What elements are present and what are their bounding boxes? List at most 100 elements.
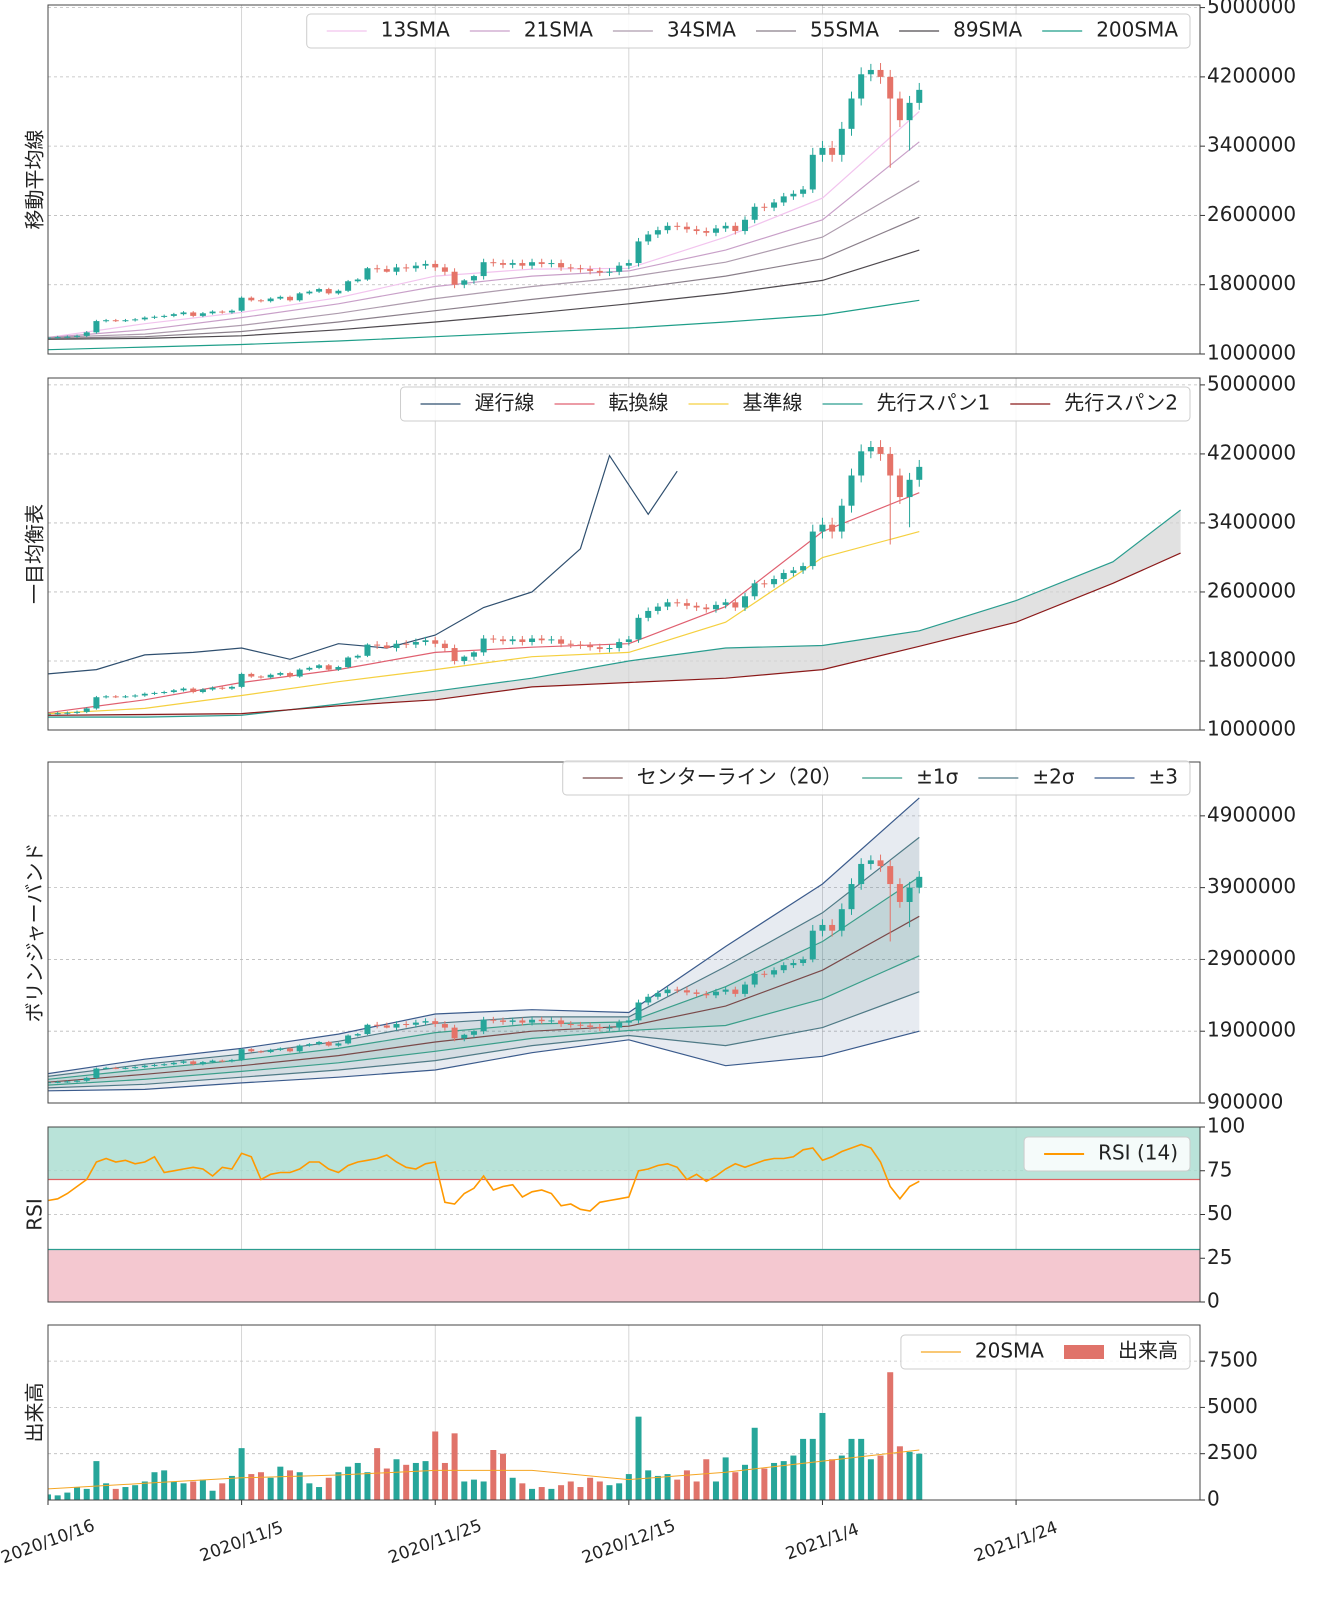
candle-body <box>858 451 865 476</box>
candle-body <box>335 290 342 294</box>
candle-body <box>693 605 700 608</box>
candle-body <box>412 265 419 269</box>
candle-body <box>422 640 429 642</box>
candle-body <box>722 225 729 229</box>
candle-body <box>393 267 400 272</box>
y-tick-label: 5000000 <box>1207 0 1296 18</box>
plot-area <box>48 440 1181 718</box>
candle-body <box>625 639 632 642</box>
legend-label: RSI (14) <box>1098 1141 1178 1165</box>
candle-body <box>170 314 177 316</box>
candle-body <box>790 193 797 197</box>
volume-bar <box>790 1455 797 1500</box>
candle-body <box>577 268 584 270</box>
candle-body <box>858 863 865 885</box>
x-tick-label: 2021/1/4 <box>783 1520 862 1565</box>
candle-body <box>93 1068 100 1078</box>
candle-body <box>548 1020 555 1022</box>
candle-body <box>432 1021 439 1025</box>
candle-body <box>606 271 613 273</box>
candle-body <box>432 263 439 268</box>
candle-body <box>751 206 758 220</box>
candle-body <box>335 667 342 670</box>
candle-body <box>771 579 778 585</box>
volume-bar <box>490 1450 497 1500</box>
candle-body <box>209 1060 216 1063</box>
sma-line <box>48 216 920 339</box>
candle-body <box>848 884 855 910</box>
candle-body <box>296 1045 303 1052</box>
candle-body <box>800 959 807 964</box>
candle-body <box>809 930 816 960</box>
y-tick-label: 7500 <box>1207 1348 1258 1372</box>
candle-body <box>238 673 245 687</box>
y-tick-label: 4900000 <box>1207 802 1296 826</box>
volume-bar <box>625 1474 632 1500</box>
candle-body <box>529 262 536 266</box>
candle-body <box>877 860 884 867</box>
candle-body <box>335 1043 342 1046</box>
candle-body <box>509 263 516 265</box>
legend-label: 先行スパン2 <box>1064 391 1178 415</box>
candle-body <box>519 263 526 266</box>
candle-body <box>645 234 652 242</box>
candle-body <box>548 639 555 641</box>
candle-body <box>345 281 352 291</box>
candle-body <box>838 128 845 155</box>
candle-body <box>587 269 594 271</box>
candle-body <box>529 638 536 642</box>
volume-bar <box>616 1483 623 1500</box>
volume-bar <box>519 1483 526 1500</box>
candle-body <box>838 505 845 532</box>
candle-body <box>93 321 100 333</box>
volume-bar <box>161 1470 168 1500</box>
volume-bar <box>93 1461 100 1500</box>
candle-body <box>596 270 603 273</box>
candle-body <box>141 1065 148 1068</box>
volume-bar <box>345 1466 352 1500</box>
y-axis-title: RSI <box>23 1198 47 1231</box>
volume-bar <box>654 1475 661 1500</box>
candle-body <box>761 583 768 585</box>
candle-body <box>103 320 110 322</box>
ichimoku-line <box>48 454 678 675</box>
candle-body <box>112 320 119 322</box>
candle-body <box>132 319 139 321</box>
volume-bar <box>548 1488 555 1500</box>
candle-body <box>141 317 148 320</box>
ichimoku-line <box>48 492 920 714</box>
legend-label: 21SMA <box>524 18 593 42</box>
legend: 20SMA 出来高 <box>900 1334 1191 1370</box>
candle-body <box>296 669 303 677</box>
candle-body <box>499 1020 506 1022</box>
candle-body <box>374 644 381 646</box>
candle-body <box>664 602 671 607</box>
candle-body <box>577 1024 584 1026</box>
candle-body <box>635 241 642 264</box>
volume-bar <box>451 1433 458 1500</box>
candle-body <box>848 475 855 506</box>
volume-bar <box>499 1453 506 1500</box>
x-tick-label: 2020/11/5 <box>197 1518 286 1567</box>
candle-body <box>916 466 923 480</box>
candle-body <box>780 965 787 971</box>
candle-body <box>683 603 690 606</box>
candle-body <box>538 262 545 264</box>
candle-body <box>587 1025 594 1027</box>
candle-body <box>277 1048 284 1050</box>
candle-body <box>809 531 816 567</box>
legend-box <box>1023 1136 1191 1172</box>
candle-body <box>732 225 739 232</box>
oversold-zone <box>48 1249 1200 1302</box>
legend-label: 転換線 <box>609 391 669 415</box>
center-line <box>48 915 920 1083</box>
volume-bar <box>238 1448 245 1500</box>
band-lower <box>48 1030 920 1092</box>
candle-body <box>867 860 874 864</box>
volume-bar <box>771 1462 778 1500</box>
panel-grid <box>47 5 1200 355</box>
candle-body <box>499 263 506 265</box>
legend-label: 20SMA <box>975 1339 1044 1363</box>
candle-body <box>248 297 255 301</box>
candle-body <box>693 229 700 232</box>
